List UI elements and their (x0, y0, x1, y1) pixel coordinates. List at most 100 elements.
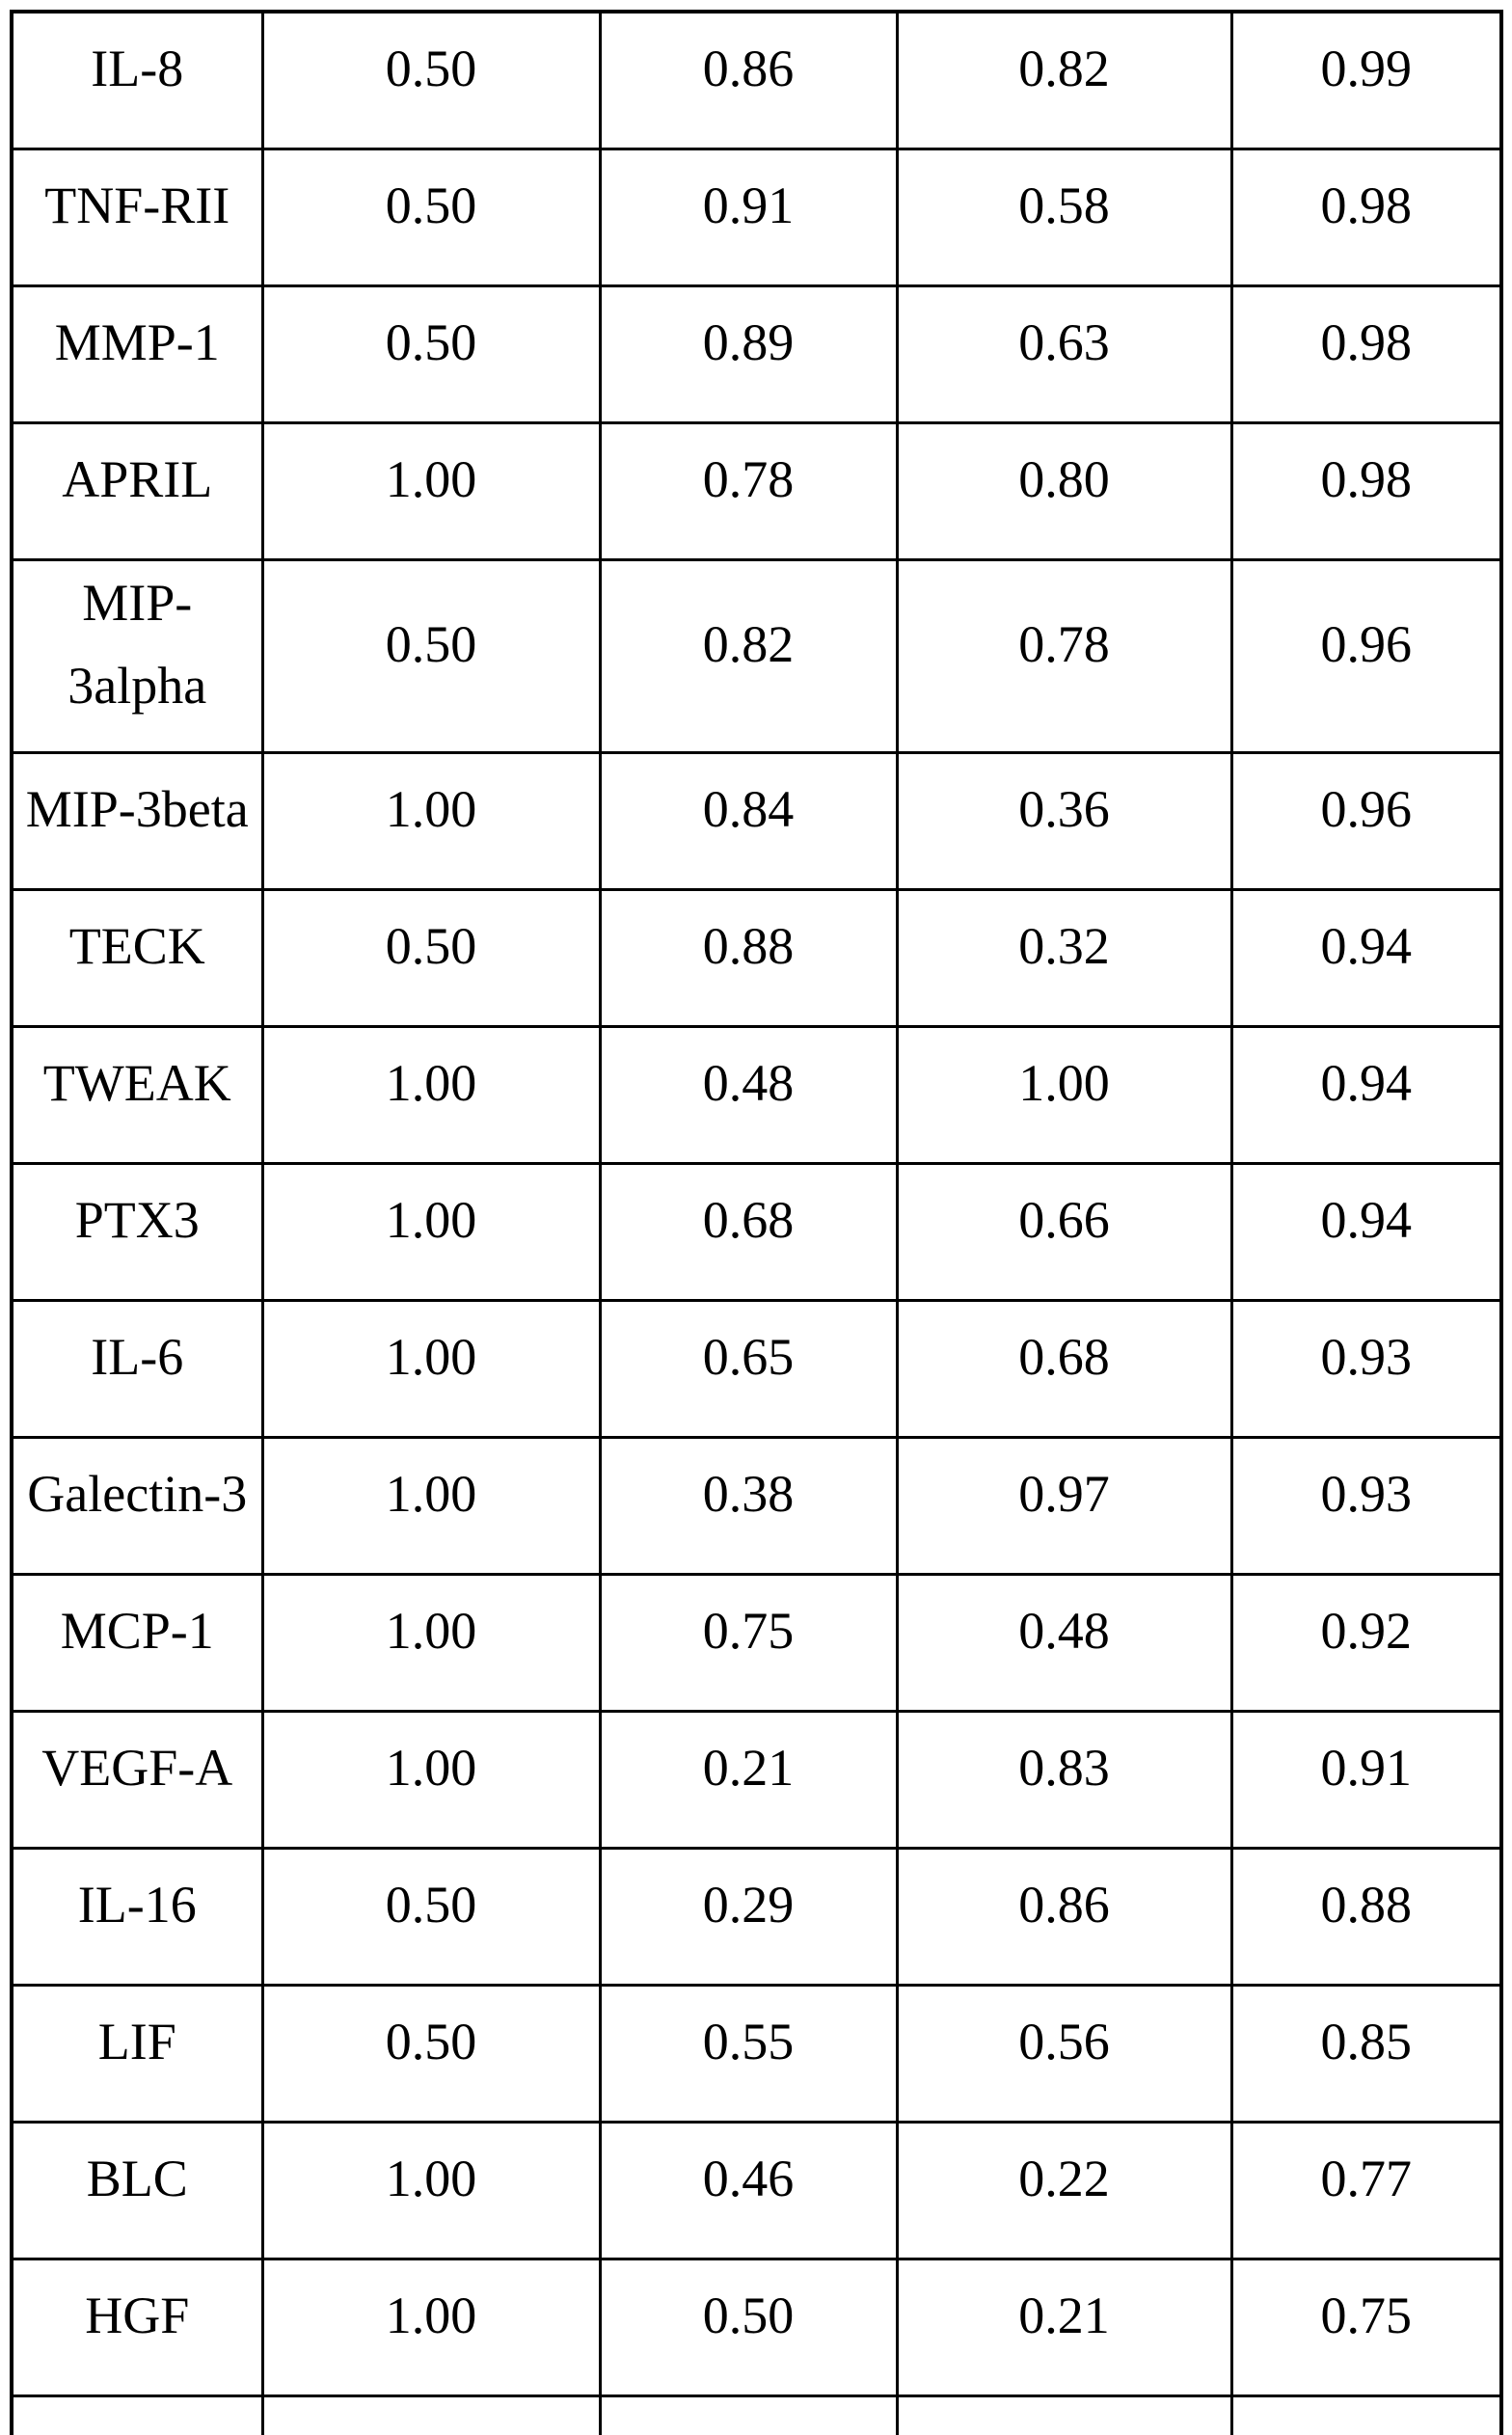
cell-value: 0.50 (260, 558, 602, 754)
cell-value: 1.00 (260, 1024, 602, 1165)
cell-value: 0.91 (1229, 1709, 1503, 1850)
cell-value: 0.91 (598, 148, 899, 287)
cell-value: 1.00 (260, 1298, 602, 1439)
cell-value: 0.96 (1229, 558, 1503, 754)
cell-value: 1.00 (260, 750, 602, 891)
cell-value: 1.00 (260, 2394, 602, 2435)
cell-value: 0.56 (895, 1983, 1233, 2124)
table-row: IL-6 1.00 0.65 0.68 0.93 (10, 1298, 1503, 1439)
cell-value: 0.50 (260, 887, 602, 1028)
cell-value: 0.50 (260, 284, 602, 424)
cell-value: 0.82 (895, 10, 1233, 150)
cell-value: 0.63 (895, 284, 1233, 424)
cell-value: 0.86 (895, 1846, 1233, 1987)
cell-value: 0.78 (895, 558, 1233, 754)
cell-value: 0.96 (1229, 750, 1503, 891)
row-label: BLC (10, 2120, 264, 2260)
table-row: IL-16 0.50 0.29 0.86 0.88 (10, 1846, 1503, 1987)
cell-value: 0.98 (1229, 284, 1503, 424)
cell-value: 0.89 (598, 284, 899, 424)
row-label: Galectin-3 (10, 1435, 264, 1576)
row-label: IL-6 (10, 1298, 264, 1439)
biomarker-table: IL-8 0.50 0.86 0.82 0.99 TNF-RII 0.50 0.91 0.58 0… (10, 10, 1503, 2435)
cell-value: 0.93 (1229, 1298, 1503, 1439)
cell-value: 0.66 (895, 1161, 1233, 1302)
cell-value: 0.80 (895, 421, 1233, 561)
table-row: VEGF-A 1.00 0.21 0.83 0.91 (10, 1709, 1503, 1850)
cell-value: 0.88 (1229, 1846, 1503, 1987)
table-row: IL-2R1.000.910.110.71 (10, 2394, 1503, 2435)
cell-value: 0.48 (598, 1024, 899, 1165)
table-row: LIF 0.50 0.55 0.56 0.85 (10, 1983, 1503, 2124)
row-label: HGF (10, 2257, 264, 2397)
cell-value: 0.50 (260, 1846, 602, 1987)
row-label: MIP-3beta (10, 750, 264, 891)
cell-value: 0.68 (598, 1161, 899, 1302)
row-label: IL-16 (10, 1846, 264, 1987)
cell-value: 0.98 (1229, 421, 1503, 561)
table-row: MMP-1 0.50 0.89 0.63 0.98 (10, 284, 1503, 424)
cell-value: 0.58 (895, 148, 1233, 287)
cell-value: 0.46 (598, 2120, 899, 2260)
cell-value: 0.22 (895, 2120, 1233, 2260)
cell-value: 0.94 (1229, 1024, 1503, 1165)
table-row: Galectin-3 1.00 0.38 0.97 0.93 (10, 1435, 1503, 1576)
cell-value: 0.93 (1229, 1435, 1503, 1576)
cell-value: 0.21 (598, 1709, 899, 1850)
cell-value: 0.94 (1229, 1161, 1503, 1302)
table-row: IL-8 0.50 0.86 0.82 0.99 (10, 10, 1503, 150)
table-row: APRIL 1.00 0.78 0.80 0.98 (10, 421, 1503, 561)
cell-value: 0.82 (598, 558, 899, 754)
cell-value: 0.91 (598, 2394, 899, 2435)
cell-value: 0.29 (598, 1846, 899, 1987)
table-row: BLC 1.00 0.46 0.22 0.77 (10, 2120, 1503, 2260)
cell-value: 0.50 (260, 1983, 602, 2124)
table-row: TNF-RII 0.50 0.91 0.58 0.98 (10, 148, 1503, 287)
cell-value: 1.00 (260, 1161, 602, 1302)
cell-value: 0.32 (895, 887, 1233, 1028)
row-label: MMP-1 (10, 284, 264, 424)
cell-value: 0.11 (895, 2394, 1233, 2435)
cell-value: 0.97 (895, 1435, 1233, 1576)
cell-value: 1.00 (260, 1435, 602, 1576)
cell-value: 0.71 (1229, 2394, 1503, 2435)
table-row: HGF 1.00 0.50 0.21 0.75 (10, 2257, 1503, 2397)
row-label: APRIL (10, 421, 264, 561)
cell-value: 0.99 (1229, 10, 1503, 150)
cell-value: 0.68 (895, 1298, 1233, 1439)
table-row: TWEAK 1.00 0.48 1.00 0.94 (10, 1024, 1503, 1165)
table-body: IL-8 0.50 0.86 0.82 0.99 TNF-RII 0.50 0.91 0.58 0… (10, 10, 1503, 2435)
cell-value: 0.94 (1229, 887, 1503, 1028)
cell-value: 0.38 (598, 1435, 899, 1576)
table-row: TECK 0.50 0.88 0.32 0.94 (10, 887, 1503, 1028)
cell-value: 0.50 (260, 148, 602, 287)
cell-value: 0.83 (895, 1709, 1233, 1850)
row-label: TECK (10, 887, 264, 1028)
cell-value: 0.86 (598, 10, 899, 150)
cell-value: 0.84 (598, 750, 899, 891)
row-label: VEGF-A (10, 1709, 264, 1850)
row-label: TNF-RII (10, 148, 264, 287)
cell-value: 0.50 (598, 2257, 899, 2397)
row-label: PTX3 (10, 1161, 264, 1302)
table-row: MIP-3beta 1.00 0.84 0.36 0.96 (10, 750, 1503, 891)
table-row: PTX3 1.00 0.68 0.66 0.94 (10, 1161, 1503, 1302)
cell-value: 1.00 (260, 1709, 602, 1850)
cell-value: 0.75 (598, 1572, 899, 1713)
row-label: LIF (10, 1983, 264, 2124)
cell-value: 1.00 (260, 2120, 602, 2260)
cell-value: 0.98 (1229, 148, 1503, 287)
cell-value: 0.85 (1229, 1983, 1503, 2124)
cell-value: 0.88 (598, 887, 899, 1028)
cell-value: 1.00 (895, 1024, 1233, 1165)
row-label: TWEAK (10, 1024, 264, 1165)
row-label: MCP-1 (10, 1572, 264, 1713)
table-row: MCP-1 1.00 0.75 0.48 0.92 (10, 1572, 1503, 1713)
row-label: MIP- 3alpha (10, 558, 264, 754)
cell-value: 0.92 (1229, 1572, 1503, 1713)
cell-value: 0.65 (598, 1298, 899, 1439)
row-label: IL-8 (10, 10, 264, 150)
cell-value: 0.75 (1229, 2257, 1503, 2397)
row-label: IL-2R (10, 2394, 264, 2435)
